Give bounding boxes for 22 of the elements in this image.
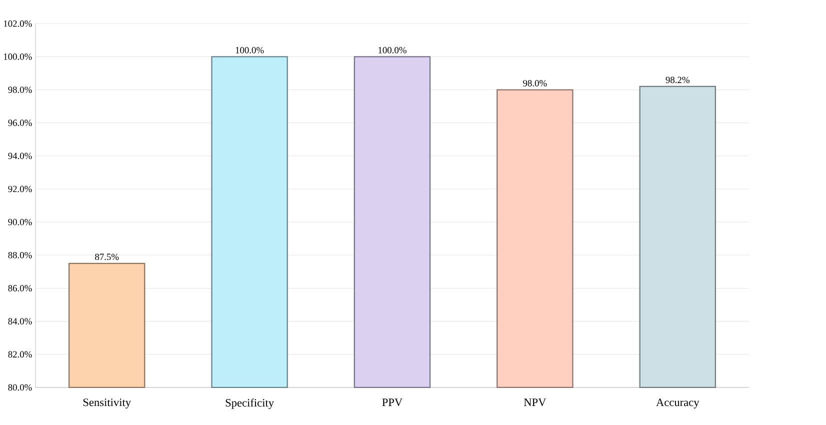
y-tick-label: 84.0% <box>8 318 32 324</box>
data-label: 100.0% <box>236 46 264 54</box>
y-tick-label: 82.0% <box>8 351 32 358</box>
x-tick-label: Accuracy <box>656 398 700 408</box>
data-label: 98.2% <box>666 76 690 84</box>
data-label: 98.0% <box>523 80 547 86</box>
y-tick-label: 80.0% <box>8 384 32 391</box>
x-tick-label: Specificity <box>226 398 274 409</box>
y-tick-label: 96.0% <box>8 120 32 126</box>
y-tick-label: 102.0% <box>4 20 32 27</box>
y-tick-label: 94.0% <box>8 152 32 159</box>
y-tick-label: 98.0% <box>8 86 32 93</box>
data-label: 87.5% <box>95 254 119 260</box>
y-tick-label: 92.0% <box>8 186 32 192</box>
y-tick-label: 86.0% <box>8 284 32 292</box>
y-tick-label: 100.0% <box>4 53 32 60</box>
x-tick-label: PPV <box>382 398 402 406</box>
x-tick-label: NPV <box>524 398 546 406</box>
data-label: 100.0% <box>378 46 406 54</box>
x-tick-label: Sensitivity <box>83 398 131 408</box>
y-tick-label: 90.0% <box>8 218 32 226</box>
y-tick-label: 88.0% <box>8 252 32 258</box>
